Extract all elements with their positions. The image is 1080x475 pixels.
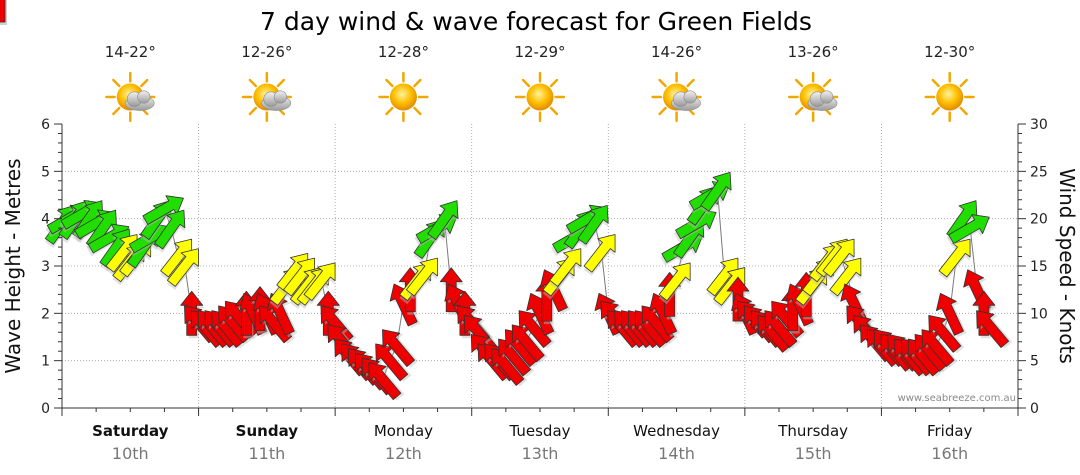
temperature-range: 12-29° <box>514 43 565 61</box>
day-date: 12th <box>385 444 422 463</box>
wind-arrow <box>368 362 405 401</box>
wind-arrow-body <box>549 248 582 287</box>
wind-arrow <box>154 209 186 253</box>
wind-arrow <box>928 315 965 354</box>
wind-arrow-body <box>948 214 990 244</box>
day-name: Sunday <box>236 422 299 440</box>
day-name: Thursday <box>777 422 848 440</box>
right-tick-label: 10 <box>1030 306 1048 322</box>
sunny-icon <box>924 71 975 123</box>
left-tick-label: 3 <box>41 259 50 275</box>
right-axis: 0 5 10 15 20 25 30 <box>1018 117 1048 417</box>
day-date: 10th <box>112 444 149 463</box>
wind-arrow-body <box>154 209 186 250</box>
wind-arrow <box>947 214 990 247</box>
partly-cloudy-icon <box>106 73 154 121</box>
wind-arrows <box>0 0 1013 401</box>
wind-arrow <box>700 171 732 215</box>
wind-arrow <box>266 292 298 338</box>
sunny-icon <box>514 71 566 123</box>
chart-title: 7 day wind & wave forecast for Green Fie… <box>260 7 812 36</box>
day-name: Saturday <box>92 422 169 440</box>
wind-arrow <box>303 262 336 305</box>
day-date: 15th <box>795 444 832 463</box>
right-axis-label: Wind Speed - Knots <box>1055 168 1079 364</box>
left-tick-label: 5 <box>41 164 50 180</box>
wind-arrow-body <box>266 292 295 336</box>
wind-arrow-body <box>700 171 732 212</box>
wind-arrow-body <box>382 329 415 367</box>
wind-arrow-body <box>935 292 964 336</box>
wind-arrow <box>829 257 862 300</box>
day-date: 11th <box>248 444 285 463</box>
right-tick-label: 25 <box>1030 164 1048 180</box>
wind-arrow-body <box>0 0 6 23</box>
wind-arrow-body <box>320 305 354 344</box>
wind-arrow <box>822 238 855 281</box>
left-tick-label: 6 <box>41 117 50 133</box>
partly-cloudy-icon <box>789 73 837 121</box>
left-tick-label: 1 <box>41 354 50 370</box>
wind-arrow-body <box>427 200 459 240</box>
wind-arrow <box>549 248 582 291</box>
wind-arrow-body <box>583 234 616 273</box>
day-date: 14th <box>658 444 695 463</box>
right-tick-label: 30 <box>1030 117 1048 133</box>
day-name: Wednesday <box>633 422 720 440</box>
wind-arrow <box>427 200 459 244</box>
left-axis-label: Wave Height - Metres <box>1 158 25 373</box>
right-tick-label: 5 <box>1030 354 1039 370</box>
temperature-range: 13-26° <box>788 43 839 61</box>
sunny-icon <box>378 71 429 123</box>
wind-arrow <box>658 262 691 305</box>
wind-arrow <box>167 248 199 291</box>
day-labels: Saturday 10th Sunday 11th Monday 12th Tuesday 1… <box>61 408 1019 463</box>
wind-arrow-body <box>829 257 862 297</box>
wind-arrow <box>935 292 967 338</box>
wind-arrow-body <box>368 362 402 401</box>
left-tick-label: 0 <box>41 401 50 417</box>
temperature-range: 12-28° <box>378 43 429 61</box>
wind-arrow-body <box>976 310 1010 348</box>
day-date: 13th <box>522 444 559 463</box>
weather-row: 14-22° 12-26° 12-28° 12-29° 14-26° 13-26° 12-3… <box>105 43 975 123</box>
day-date: 16th <box>931 444 968 463</box>
day-name: Monday <box>374 422 433 440</box>
wind-arrow <box>577 204 609 248</box>
wind-arrow <box>0 0 7 25</box>
temperature-range: 14-22° <box>105 43 156 61</box>
plot-grid <box>62 124 1018 408</box>
wind-arrow <box>406 257 438 300</box>
day-name: Friday <box>927 422 973 440</box>
wind-arrow-body <box>822 238 855 278</box>
right-tick-label: 20 <box>1030 212 1048 228</box>
wind-arrow-body <box>938 238 971 278</box>
left-tick-label: 2 <box>41 306 50 322</box>
left-axis: 0 1 2 3 4 5 6 <box>41 117 62 417</box>
wind-arrow <box>976 310 1013 349</box>
watermark: www.seabreeze.com.au <box>898 393 1016 404</box>
wind-arrow <box>382 329 419 368</box>
wind-arrow <box>320 305 357 344</box>
right-tick-label: 15 <box>1030 259 1048 275</box>
wind-arrow <box>583 234 616 276</box>
day-name: Tuesday <box>508 422 570 440</box>
wind-arrow <box>938 238 971 281</box>
temperature-range: 14-26° <box>651 43 702 61</box>
wind-arrow-body <box>658 262 691 302</box>
wind-arrow-body <box>577 204 609 245</box>
right-tick-label: 0 <box>1030 401 1039 417</box>
temperature-range: 12-26° <box>241 43 292 61</box>
wind-arrow-body <box>406 257 438 297</box>
wind-arrow-body <box>928 315 962 353</box>
temperature-range: 12-30° <box>924 43 975 61</box>
left-tick-label: 4 <box>41 212 50 228</box>
wind-arrow-body <box>167 248 199 287</box>
wind-arrow-body <box>303 262 336 302</box>
partly-cloudy-icon <box>653 73 701 121</box>
partly-cloudy-icon <box>243 73 291 121</box>
